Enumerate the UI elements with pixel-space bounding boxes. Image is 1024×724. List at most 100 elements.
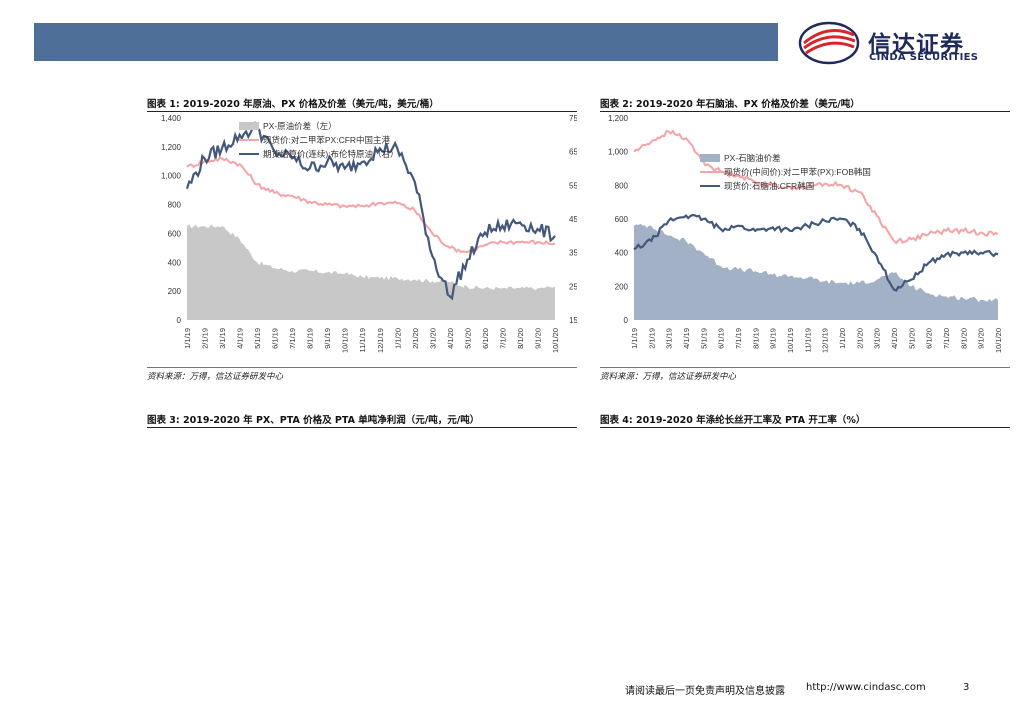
x-tick-label: 8/1/20 — [959, 328, 968, 349]
legend-label-1: 现货价:对二甲苯PX:CFR中国主港 — [263, 135, 391, 145]
x-tick-label: 2/1/19 — [647, 328, 656, 349]
series-line-1 — [186, 156, 556, 254]
x-tick-label: 4/1/20 — [446, 328, 455, 349]
x-tick-label: 8/1/20 — [516, 328, 525, 349]
x-tick-label: 2/1/20 — [411, 328, 420, 349]
x-tick-label: 10/1/20 — [994, 328, 1003, 353]
x-tick-label: 9/1/19 — [769, 328, 778, 349]
y-tick-label: 1,000 — [161, 172, 182, 181]
legend-swatch-0 — [700, 154, 720, 162]
x-tick-label: 5/1/19 — [699, 328, 708, 349]
figure-2-title: 图表 2: 2019-2020 年石脑油、PX 价格及价差（美元/吨） — [600, 99, 860, 110]
x-tick-label: 3/1/20 — [428, 328, 437, 349]
y2-tick-label: 45 — [569, 215, 577, 224]
x-tick-label: 1/1/20 — [393, 328, 402, 349]
x-tick-label: 2/1/20 — [855, 328, 864, 349]
x-tick-label: 6/1/19 — [271, 328, 280, 349]
y-tick-label: 0 — [177, 316, 182, 325]
legend-label-2: 现货价:石脑油:CFR韩国 — [724, 181, 814, 191]
legend-swatch-0 — [239, 122, 259, 130]
x-tick-label: 3/1/20 — [873, 328, 882, 349]
x-tick-label: 8/1/19 — [306, 328, 315, 349]
x-tick-label: 9/1/19 — [323, 328, 332, 349]
logo-text-cn: 信达证券 — [868, 32, 964, 58]
x-tick-label: 7/1/19 — [734, 328, 743, 349]
y-tick-label: 800 — [615, 181, 629, 190]
figure-2-top-rule — [600, 111, 1010, 112]
series-line-2 — [633, 213, 999, 292]
y2-tick-label: 55 — [569, 181, 577, 190]
x-tick-label: 5/1/20 — [907, 328, 916, 349]
y-tick-label: 400 — [168, 258, 182, 267]
y2-tick-label: 35 — [569, 249, 577, 258]
x-tick-label: 3/1/19 — [218, 328, 227, 349]
y-tick-label: 200 — [615, 282, 629, 291]
cinda-logo-icon — [798, 21, 860, 65]
figure-4-top-rule — [600, 427, 1010, 428]
y2-tick-label: 25 — [569, 282, 577, 291]
x-tick-label: 1/1/19 — [183, 328, 192, 349]
header-bar — [34, 23, 778, 61]
legend-label-1: 现货价(中间价):对二甲苯(PX):FOB韩国 — [724, 167, 871, 177]
x-tick-label: 10/1/19 — [786, 328, 795, 353]
figure-1-bottom-rule — [147, 367, 577, 368]
footer-disclaimer: 请阅读最后一页免责声明及信息披露 — [625, 686, 785, 697]
company-logo: 信达证券 CINDA SECURITIES — [798, 21, 988, 65]
figure-4-title: 图表 4: 2019-2020 年涤纶长丝开工率及 PTA 开工率（%） — [600, 415, 866, 426]
series-area-0 — [187, 224, 555, 320]
x-tick-label: 7/1/19 — [288, 328, 297, 349]
x-tick-label: 3/1/19 — [665, 328, 674, 349]
footer-url[interactable]: http://www.cindasc.com — [806, 682, 926, 693]
x-tick-label: 9/1/20 — [977, 328, 986, 349]
chart-1: 1,400 1,200 1,000 800 600 400 200 0 75 65 55 45 35 25… — [161, 114, 577, 353]
figure-1-source: 资料来源：万得，信达证券研发中心 — [147, 372, 284, 382]
page-number: 3 — [963, 682, 970, 693]
x-tick-label: 7/1/20 — [498, 328, 507, 349]
x-tick-label: 6/1/20 — [925, 328, 934, 349]
y-tick-label: 1,200 — [161, 143, 182, 152]
figure-2-bottom-rule — [600, 367, 1010, 368]
figure-3-title: 图表 3: 2019-2020 年 PX、PTA 价格及 PTA 单吨净利润（元… — [147, 415, 480, 426]
y-tick-label: 1,200 — [608, 114, 629, 123]
x-tick-label: 1/1/19 — [630, 328, 639, 349]
y-tick-label: 600 — [168, 229, 182, 238]
figure-3-top-rule — [147, 427, 577, 428]
y-tick-label: 1,000 — [608, 148, 629, 157]
legend-label-0: PX-原油价差（左） — [263, 121, 337, 131]
x-tick-label: 12/1/19 — [376, 328, 385, 353]
x-tick-label: 4/1/19 — [236, 328, 245, 349]
x-tick-label: 4/1/19 — [682, 328, 691, 349]
x-tick-label: 8/1/19 — [751, 328, 760, 349]
series-line-1 — [633, 129, 999, 245]
x-tick-label: 2/1/19 — [201, 328, 210, 349]
series-area-0 — [634, 223, 998, 320]
figure-2-source: 资料来源：万得，信达证券研发中心 — [600, 372, 737, 382]
x-tick-label: 5/1/20 — [463, 328, 472, 349]
y-tick-label: 800 — [168, 201, 182, 210]
x-tick-label: 10/1/19 — [341, 328, 350, 353]
y-tick-label: 1,400 — [161, 114, 182, 123]
figure-1-title: 图表 1: 2019-2020 年原油、PX 价格及价差（美元/吨，美元/桶） — [147, 99, 439, 110]
y-tick-label: 200 — [168, 287, 182, 296]
x-tick-label: 11/1/19 — [358, 328, 367, 352]
y2-tick-label: 15 — [569, 316, 577, 325]
y2-tick-label: 75 — [569, 114, 577, 123]
x-tick-label: 5/1/19 — [253, 328, 262, 349]
x-tick-label: 6/1/19 — [717, 328, 726, 349]
x-tick-label: 7/1/20 — [942, 328, 951, 349]
y-tick-label: 600 — [615, 215, 629, 224]
y-tick-label: 0 — [624, 316, 629, 325]
logo-text-en: CINDA SECURITIES — [869, 52, 979, 63]
x-tick-label: 12/1/19 — [821, 328, 830, 353]
x-tick-label: 4/1/20 — [890, 328, 899, 349]
x-tick-label: 1/1/20 — [838, 328, 847, 349]
x-tick-label: 6/1/20 — [481, 328, 490, 349]
chart-2: 1,200 1,000 800 600 400 200 01/1/19 2/1/19 3/1/1… — [608, 114, 1003, 353]
legend-label-0: PX-石脑油价差 — [724, 153, 781, 163]
x-tick-label: 9/1/20 — [533, 328, 542, 349]
series-line-2 — [185, 120, 556, 301]
y-tick-label: 400 — [615, 249, 629, 258]
y2-tick-label: 65 — [569, 148, 577, 157]
legend-label-2: 期货结算价(连续):布伦特原油（右） — [263, 149, 399, 159]
x-tick-label: 11/1/19 — [803, 328, 812, 352]
